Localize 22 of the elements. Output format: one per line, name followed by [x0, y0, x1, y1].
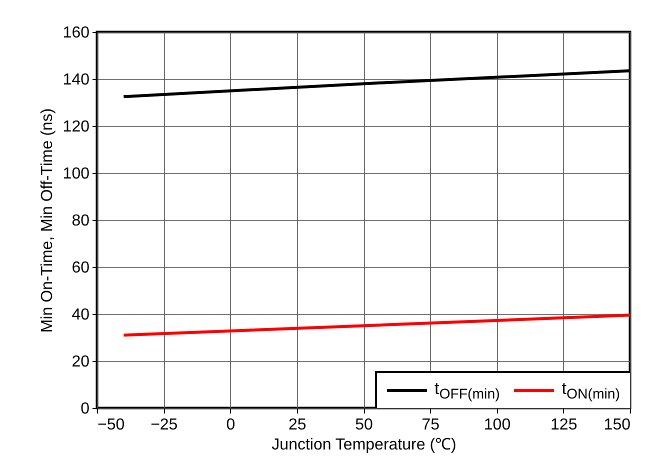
- x-tick-label: 0: [226, 416, 236, 434]
- y-tick-label: 140: [62, 72, 90, 88]
- y-tick-label: 80: [72, 212, 90, 230]
- y-tick-label: 100: [62, 166, 90, 182]
- x-tick-label: −50: [98, 416, 125, 434]
- y-tick-label: 40: [72, 306, 90, 324]
- x-tick-label: 50: [355, 416, 373, 434]
- x-tick-label: 125: [550, 416, 578, 434]
- y-tick-label: 20: [72, 354, 90, 370]
- y-tick-label: 0: [80, 400, 90, 418]
- x-tick-label: 150: [604, 416, 631, 434]
- legend-label: t$_{ON(min)}$: [562, 378, 620, 402]
- y-tick-label: 160: [62, 24, 90, 42]
- y-tick-label: 120: [62, 118, 90, 136]
- x-tick-label: 75: [422, 416, 440, 434]
- y-tick-label: 60: [72, 260, 90, 276]
- legend-label: t$_{OFF(min)}$: [434, 378, 500, 402]
- x-tick-label: 25: [288, 416, 306, 434]
- x-tick-label: −25: [150, 416, 178, 434]
- y-axis-title: Min On-Time, Min Off-Time (ns): [38, 108, 56, 333]
- x-axis-title: Junction Temperature (℃): [272, 436, 456, 454]
- x-tick-label: 100: [484, 416, 511, 434]
